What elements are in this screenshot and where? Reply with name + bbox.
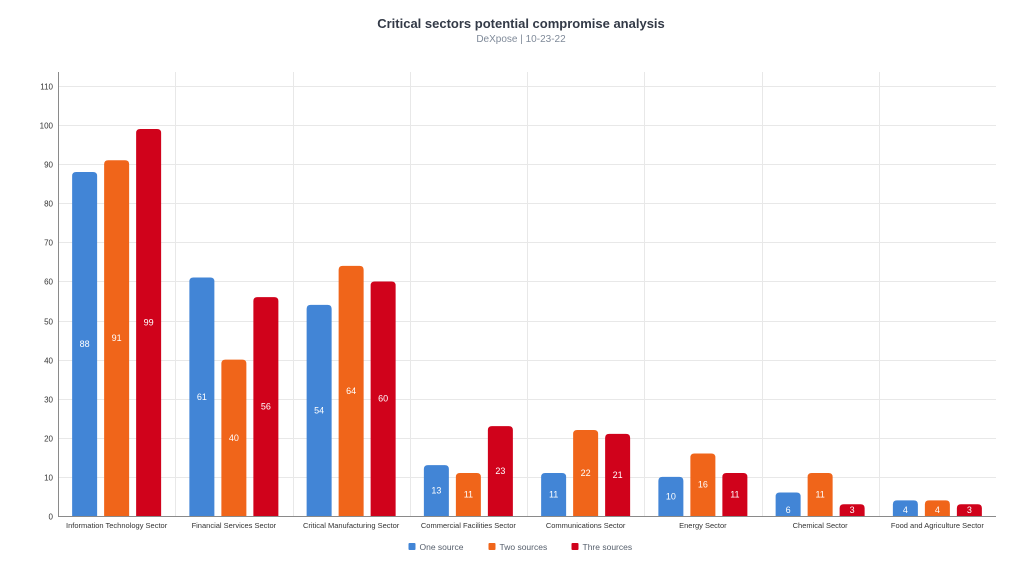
bar-one-source[interactable]: [775, 492, 801, 516]
x-category-label: Commercial Facilities Sector: [421, 521, 517, 530]
bar-value-label: 4: [903, 505, 908, 515]
bar-value-label: 22: [581, 468, 591, 478]
bar-one-source[interactable]: [72, 172, 98, 516]
bar-value-label: 56: [261, 402, 271, 412]
x-category-label: Energy Sector: [679, 521, 727, 530]
bar-value-label: 11: [815, 490, 824, 500]
bars: 88 91 99 61 40 56 54 64 60 13 11 23 11 22 21 10 16 11 6 11 3…: [72, 129, 982, 517]
bar-thre-sources[interactable]: [839, 504, 865, 516]
bar-value-label: 61: [197, 392, 207, 402]
bar-value-label: 21: [613, 470, 623, 480]
x-category-label: Information Technology Sector: [66, 521, 168, 530]
bar-value-label: 64: [346, 386, 356, 396]
bar-one-source[interactable]: [423, 465, 449, 516]
bar-one-source[interactable]: [306, 304, 332, 516]
bar-value-label: 91: [112, 333, 122, 343]
bar-value-label: 88: [80, 339, 90, 349]
bar-value-label: 11: [730, 490, 739, 500]
legend-swatch[interactable]: [408, 543, 416, 550]
bar-thre-sources[interactable]: [253, 297, 279, 516]
y-tick-label: 40: [44, 357, 53, 366]
x-category-label: Chemical Sector: [793, 521, 849, 530]
chart-subtitle: DeXpose | 10-23-22: [476, 34, 566, 45]
bar-value-label: 99: [144, 318, 154, 328]
bar-thre-sources[interactable]: [605, 433, 631, 516]
bar-value-label: 13: [431, 486, 441, 496]
bar-value-label: 11: [549, 490, 558, 500]
bar-thre-sources[interactable]: [722, 473, 748, 516]
legend-swatch[interactable]: [571, 543, 579, 550]
legend-label[interactable]: Two sources: [500, 542, 548, 552]
bar-value-label: 11: [464, 490, 473, 500]
bar-thre-sources[interactable]: [956, 504, 982, 516]
bar-thre-sources[interactable]: [136, 129, 162, 516]
bar-value-label: 10: [666, 491, 676, 501]
bar-one-source[interactable]: [658, 476, 684, 516]
bar-two-sources[interactable]: [807, 473, 833, 516]
legend-label[interactable]: One source: [420, 542, 464, 552]
bar-one-source[interactable]: [541, 473, 567, 516]
y-tick-label: 90: [44, 161, 53, 170]
bar-two-sources[interactable]: [573, 430, 599, 516]
bar-value-label: 16: [698, 480, 708, 490]
y-axis-ticks: 0 10 20 30 40 50 60 70 80 90 100 110: [40, 83, 54, 522]
y-tick-label: 80: [44, 200, 53, 209]
x-category-label: Financial Services Sector: [192, 521, 277, 530]
y-tick-label: 30: [44, 396, 53, 405]
x-axis-categories: Information Technology Sector Financial S…: [66, 521, 984, 530]
bar-two-sources[interactable]: [104, 160, 130, 517]
bar-two-sources[interactable]: [924, 500, 950, 516]
bar-thre-sources[interactable]: [487, 426, 513, 516]
bar-value-label: 4: [935, 505, 940, 515]
bar-value-label: 40: [229, 433, 239, 443]
bar-value-label: 23: [495, 466, 505, 476]
bar-value-label: 3: [850, 505, 855, 515]
y-tick-label: 0: [49, 513, 54, 522]
x-category-label: Communications Sector: [546, 521, 626, 530]
bar-one-source[interactable]: [189, 277, 215, 516]
x-category-label: Food and Agriculture Sector: [891, 521, 984, 530]
bar-value-label: 54: [314, 405, 324, 415]
y-tick-label: 10: [44, 474, 53, 483]
bar-value-label: 60: [378, 394, 388, 404]
y-tick-label: 70: [44, 239, 53, 248]
legend[interactable]: One source Two sources Thre sources: [408, 542, 633, 552]
bar-thre-sources[interactable]: [370, 281, 396, 516]
legend-label[interactable]: Thre sources: [583, 542, 633, 552]
bar-two-sources[interactable]: [338, 265, 364, 516]
bar-two-sources[interactable]: [221, 359, 247, 516]
bar-value-label: 3: [967, 505, 972, 515]
bar-two-sources[interactable]: [455, 473, 481, 516]
chart-title: Critical sectors potential compromise an…: [377, 16, 665, 31]
y-tick-label: 50: [44, 318, 53, 327]
bar-one-source[interactable]: [892, 500, 918, 516]
bar-value-label: 6: [786, 505, 791, 515]
y-tick-label: 20: [44, 435, 53, 444]
y-tick-label: 110: [40, 83, 53, 92]
legend-swatch[interactable]: [488, 543, 496, 550]
y-tick-label: 100: [40, 122, 54, 131]
bar-two-sources[interactable]: [690, 453, 716, 516]
x-category-label: Critical Manufacturing Sector: [303, 521, 400, 530]
y-tick-label: 60: [44, 278, 53, 287]
